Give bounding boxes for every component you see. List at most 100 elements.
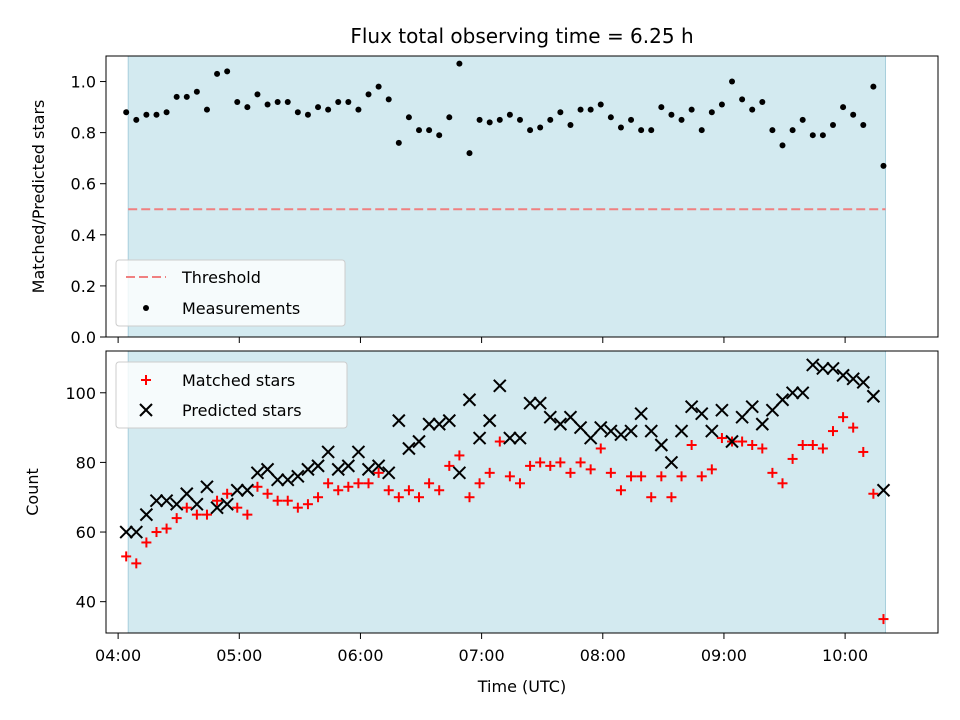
predicted-star-point <box>755 417 770 431</box>
measurement-point <box>123 109 130 116</box>
measurement-point <box>779 142 786 149</box>
measurement-point <box>405 114 412 121</box>
legend-predicted-swatch <box>139 403 153 417</box>
measurement-point <box>688 106 695 113</box>
measurement-point <box>284 98 291 105</box>
predicted-star-point <box>159 493 174 508</box>
predicted-star-point <box>341 459 356 473</box>
measurement-point <box>718 101 725 108</box>
predicted-star-point <box>604 424 618 438</box>
predicted-star-point <box>624 424 638 438</box>
measurement-point <box>224 68 231 75</box>
measurement-point <box>880 162 887 169</box>
predicted-star-point <box>442 413 457 428</box>
count-y-tick-label: 40 <box>76 593 96 612</box>
ratio-y-tick-label: 0.4 <box>71 226 96 245</box>
measurement-point <box>143 111 150 118</box>
measurement-point <box>860 121 867 128</box>
measurement-point <box>426 127 433 134</box>
measurement-point <box>809 132 816 139</box>
measurement-point <box>133 116 140 123</box>
ratio-panel: 0.0 0.2 0.4 0.6 0.8 1.0 Matched/Predicted sta… <box>29 55 939 347</box>
predicted-star-point <box>392 413 406 428</box>
legend-measurements-label: Measurements <box>182 299 300 318</box>
ratio-y-tick-label: 0.0 <box>71 328 96 347</box>
predicted-star-point <box>785 386 800 400</box>
predicted-star-point <box>503 431 517 445</box>
measurement-point <box>658 104 665 111</box>
legend-measurements-swatch <box>143 305 149 311</box>
count-y-tick-label: 60 <box>76 523 96 542</box>
ratio-y-axis-label: Matched/Predicted stars <box>29 100 48 294</box>
predicted-star-point <box>594 420 608 435</box>
predicted-star-point <box>281 473 295 487</box>
predicted-star-point <box>452 466 467 480</box>
predicted-star-point <box>664 455 679 470</box>
predicted-star-point <box>876 483 891 497</box>
ratio-legend-box <box>115 259 346 327</box>
measurement-point <box>617 124 624 131</box>
measurement-point <box>759 98 766 105</box>
predicted-star-point <box>533 396 547 410</box>
measurement-point <box>486 119 493 126</box>
measurement-point <box>607 114 614 121</box>
measurement-point <box>597 101 604 108</box>
predicted-star-point <box>614 427 628 442</box>
predicted-star-point <box>472 431 487 445</box>
predicted-star-point <box>291 469 305 484</box>
measurement-point <box>729 78 736 85</box>
predicted-star-point <box>674 424 689 438</box>
predicted-star-point <box>583 431 598 445</box>
time-x-tick-label: 05:00 <box>216 646 262 665</box>
legend-matched-label: Matched stars <box>182 371 295 390</box>
measurement-point <box>436 132 443 139</box>
ratio-y-axis: 0.0 0.2 0.4 0.6 0.8 1.0 <box>71 73 106 347</box>
measurement-point <box>749 106 756 113</box>
predicted-star-point <box>553 417 568 431</box>
measurement-point <box>708 109 715 116</box>
measurement-point <box>294 109 301 116</box>
measurement-point <box>375 83 382 90</box>
measurement-point <box>628 116 635 123</box>
measurement-point <box>193 88 200 95</box>
measurement-point <box>214 70 221 77</box>
predicted-star-point <box>230 483 244 497</box>
predicted-star-point <box>301 462 315 477</box>
measurement-point <box>506 111 513 118</box>
measurement-point <box>355 106 362 113</box>
ratio-y-tick-label: 0.2 <box>71 277 96 296</box>
measurement-point <box>829 121 836 128</box>
time-x-tick-label: 08:00 <box>580 646 626 665</box>
time-x-tick-label: 10:00 <box>822 646 868 665</box>
measurement-point <box>153 111 160 118</box>
predicted-star-point <box>270 473 285 487</box>
predicted-star-point <box>149 493 164 508</box>
count-y-axis: 40 60 80 100 <box>65 384 106 612</box>
predicted-star-point <box>200 480 214 494</box>
predicted-star-point <box>190 497 204 511</box>
legend-predicted-label: Predicted stars <box>182 401 302 420</box>
time-x-tick-label: 07:00 <box>459 646 505 665</box>
measurement-point <box>274 98 281 105</box>
count-panel-frame <box>105 350 939 634</box>
measurement-point <box>870 83 877 90</box>
measurement-point <box>456 60 463 67</box>
predicted-star-point <box>432 417 446 431</box>
legend-matched-swatch <box>141 375 151 385</box>
measurement-points <box>123 60 887 169</box>
measurement-point <box>840 104 847 111</box>
measurement-point <box>254 91 261 98</box>
measurement-point <box>799 116 806 123</box>
predicted-star-point <box>644 424 658 438</box>
predicted-star-point <box>816 361 830 376</box>
predicted-star-point <box>735 410 749 424</box>
measurement-point <box>547 116 554 123</box>
ratio-legend: Threshold Measurements <box>115 259 346 327</box>
predicted-star-point <box>180 487 194 501</box>
measurement-point <box>395 139 402 146</box>
count-panel: 40 60 80 100 04:00 05:00 06:00 07:00 08:00 09:00… <box>23 350 939 696</box>
count-y-axis-label: Count <box>23 468 42 516</box>
time-x-tick-label: 06:00 <box>337 646 383 665</box>
measurement-point <box>234 98 241 105</box>
